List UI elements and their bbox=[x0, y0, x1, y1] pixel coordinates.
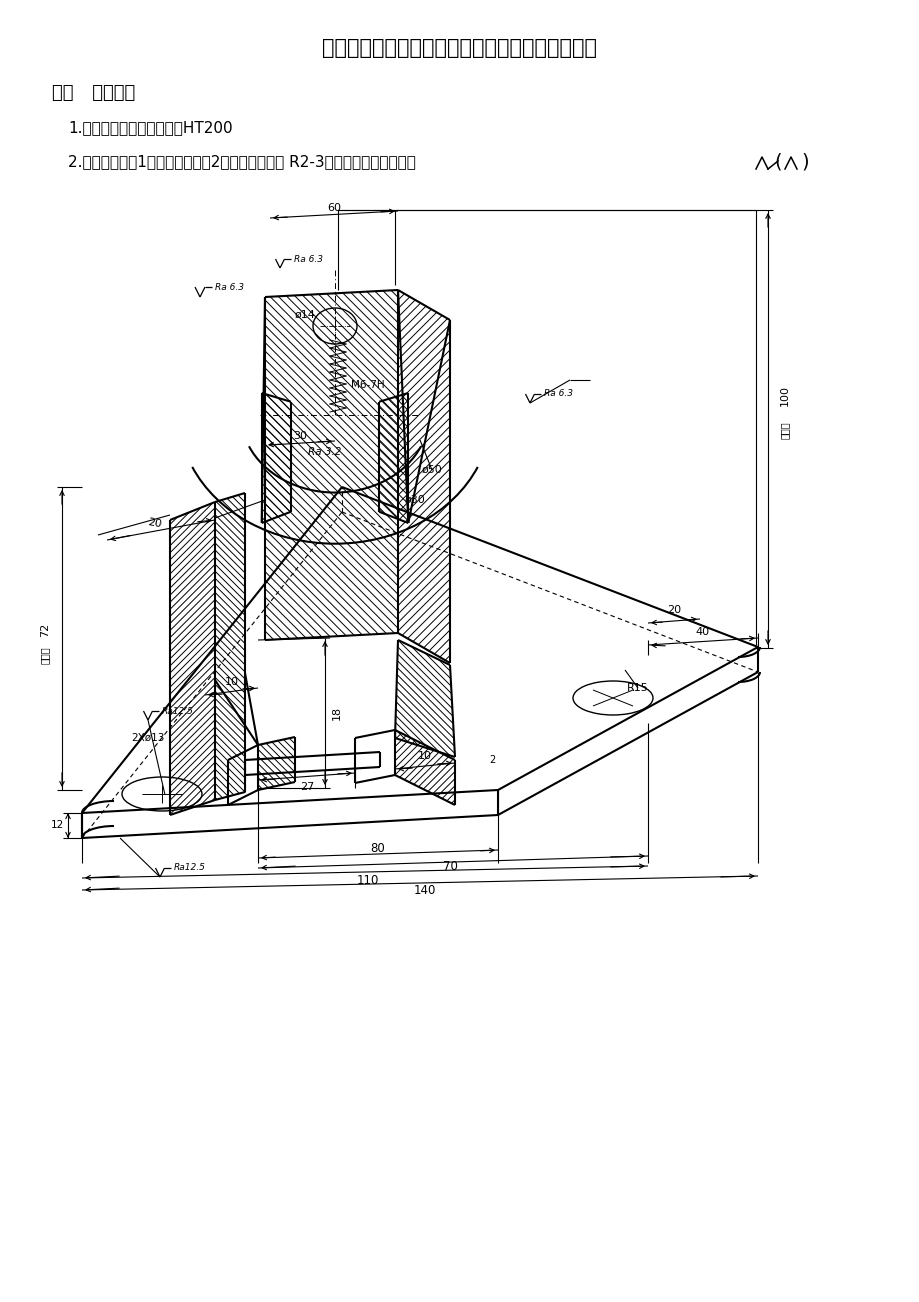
Text: Ra 6.3: Ra 6.3 bbox=[215, 283, 244, 292]
Text: 2: 2 bbox=[488, 755, 494, 766]
Text: M6-7H: M6-7H bbox=[351, 380, 384, 391]
Text: ø50: ø50 bbox=[421, 465, 442, 475]
Text: 80: 80 bbox=[370, 841, 385, 854]
Text: Ra12.5: Ra12.5 bbox=[174, 863, 206, 872]
Text: 110: 110 bbox=[357, 874, 379, 887]
Text: R15: R15 bbox=[627, 684, 648, 693]
Text: 60: 60 bbox=[326, 203, 341, 214]
Text: 140: 140 bbox=[414, 884, 436, 897]
Text: 20: 20 bbox=[666, 605, 680, 615]
Text: 20: 20 bbox=[147, 517, 163, 529]
Text: 27: 27 bbox=[300, 783, 313, 792]
Text: ): ) bbox=[800, 152, 808, 172]
Text: 2Xø13: 2Xø13 bbox=[131, 733, 165, 743]
Text: Ra12.5: Ra12.5 bbox=[162, 707, 194, 716]
Text: 至底面: 至底面 bbox=[779, 421, 789, 439]
Text: 至底面: 至底面 bbox=[40, 646, 50, 664]
Text: 12: 12 bbox=[51, 820, 63, 829]
Text: 72: 72 bbox=[40, 622, 50, 637]
Text: ø30: ø30 bbox=[404, 495, 425, 505]
Text: Ra 6.3: Ra 6.3 bbox=[293, 254, 323, 263]
Text: (: ( bbox=[774, 152, 781, 172]
Text: 30: 30 bbox=[292, 431, 307, 441]
Text: 10: 10 bbox=[225, 677, 239, 687]
Text: Ra 3.2: Ra 3.2 bbox=[308, 447, 341, 457]
Text: 100: 100 bbox=[779, 384, 789, 405]
Text: 70: 70 bbox=[442, 859, 457, 872]
Text: Ra 6.3: Ra 6.3 bbox=[543, 389, 573, 398]
Text: 郑州大学现代远程教育《工程制图》课程考核要求: 郑州大学现代远程教育《工程制图》课程考核要求 bbox=[323, 38, 596, 59]
Text: 一．   作业内容: 一． 作业内容 bbox=[52, 85, 135, 102]
Text: 18: 18 bbox=[332, 706, 342, 720]
Text: 10: 10 bbox=[417, 751, 432, 760]
Text: 1.零件名称：支架；材料：HT200: 1.零件名称：支架；材料：HT200 bbox=[68, 121, 233, 135]
Text: 40: 40 bbox=[695, 628, 709, 637]
Text: 2.技术要求：（1）时效处理；（2）未注铸造圆角 R2-3；未注表面粗糙度为：: 2.技术要求：（1）时效处理；（2）未注铸造圆角 R2-3；未注表面粗糙度为： bbox=[68, 155, 415, 169]
Text: ø14: ø14 bbox=[294, 310, 315, 320]
